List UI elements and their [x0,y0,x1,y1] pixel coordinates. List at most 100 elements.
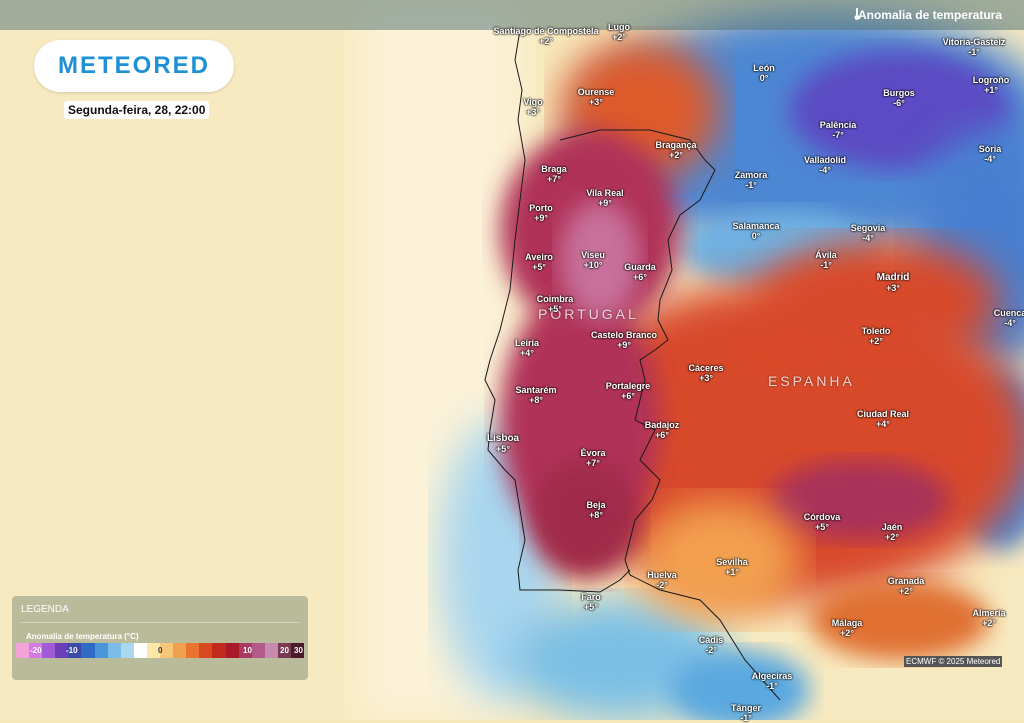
city-anomaly-value: +2° [612,32,626,42]
city-name: Ourense [577,87,615,97]
legend-tick: -20 [30,646,42,655]
city-label: Ávila -1° [815,250,837,270]
city-anomaly-value: +5° [496,444,510,454]
city-anomaly-value: -4° [862,233,874,243]
city-name: Ávila [815,250,837,260]
city-name: Málaga [831,618,863,628]
legend-color-swatch [238,643,252,658]
city-label: Madrid +3° [876,272,910,294]
legend-color-swatch [146,643,161,658]
city-name: Jaén [881,522,903,532]
city-anomaly-value: +10° [583,260,603,270]
city-label: Salamanca 0° [732,221,779,241]
city-name: Aveiro [525,252,553,262]
city-name: Sevilha [716,557,748,567]
city-anomaly-value: +2° [869,336,883,346]
legend-color-swatch [120,643,134,658]
city-label: Portalegre +6° [606,381,651,401]
city-label: Cáceres +3° [688,363,723,383]
legend-tick: 10 [243,646,252,655]
meteored-logo[interactable]: METEORED [34,40,234,92]
city-anomaly-value: +8° [529,395,543,405]
city-name: Guarda [624,262,656,272]
city-anomaly-value: +5° [815,522,829,532]
city-anomaly-value: -6° [893,98,905,108]
country-label-spain: ESPANHA [768,373,855,389]
legend-color-swatch [160,643,174,658]
city-name: León [753,63,775,73]
city-label: Ourense +3° [578,87,615,107]
legend-color-swatch [199,643,213,658]
city-name: Bragança [655,140,697,150]
legend-color-swatch [212,643,226,658]
city-anomaly-value: +5° [548,304,562,314]
city-label: Jaén +2° [882,522,903,542]
city-label: Tânger -1° [731,703,761,723]
city-label: Beja +8° [586,500,605,520]
city-label: Granada +2° [888,576,925,596]
city-anomaly-value: +1° [984,85,998,95]
city-label: Porto +9° [529,203,553,223]
thermometer-icon [854,8,860,20]
city-name: Cuenca [993,308,1024,318]
city-anomaly-value: -1° [745,180,757,190]
map-title: Anomalia de temperatura [857,8,1002,22]
city-name: Castelo Branco [590,330,658,340]
city-label: Málaga +2° [832,618,863,638]
logo-text: METEORED [57,52,210,79]
city-anomaly-value: -7° [832,130,844,140]
city-anomaly-value: -4° [819,165,831,175]
city-anomaly-value: -2° [656,580,668,590]
city-anomaly-value: +5° [584,602,598,612]
city-anomaly-value: +4° [876,419,890,429]
city-name: Madrid [876,272,910,283]
legend-tick: 0 [158,646,163,655]
legend-subtitle: Anomalia de temperatura (°C) [26,632,139,641]
city-label: Valladolid -4° [804,155,846,175]
city-label: Leiria +4° [515,338,539,358]
city-name: Évora [580,448,606,458]
city-label: Sevilha +1° [716,557,748,577]
city-anomaly-value: -4° [1004,318,1016,328]
city-name: Lugo [608,22,630,32]
city-anomaly-value: -1° [740,713,752,723]
city-name: Córdova [803,512,841,522]
city-name: Beja [586,500,606,510]
city-label: Sória -4° [979,144,1002,164]
legend-color-swatch [68,643,82,658]
city-label: Santiago de Compostela +2° [493,26,598,46]
city-anomaly-value: +9° [617,340,631,350]
city-name: Portalegre [605,381,651,391]
legend-panel: LEGENDA Anomalia de temperatura (°C) -20… [12,596,308,680]
city-anomaly-value: +2° [982,618,996,628]
city-anomaly-value: +3° [699,373,713,383]
legend-color-swatch [81,643,95,658]
legend-color-swatch [277,643,291,658]
city-name: Huelva [647,570,677,580]
legend-color-swatch [264,643,278,658]
legend-color-swatch [290,643,305,658]
city-label: Logroño +1° [973,75,1010,95]
city-anomaly-value: +3° [589,97,603,107]
city-label: Palência -7° [820,120,857,140]
city-anomaly-value: -1° [766,681,778,691]
legend-color-scale [16,643,305,658]
city-label: Vigo +3° [523,97,542,117]
city-label: Lugo +2° [608,22,630,42]
city-label: Viseu +10° [581,250,605,270]
city-anomaly-value: -2° [705,645,717,655]
city-name: Vila Real [586,188,624,198]
city-anomaly-value: +6° [621,391,635,401]
legend-color-swatch [225,643,239,658]
city-anomaly-value: +6° [633,272,647,282]
city-name: Santarém [515,385,557,395]
city-name: Algeciras [751,671,793,681]
legend-color-swatch [173,643,187,658]
city-label: Algeciras -1° [752,671,793,691]
city-label: León 0° [753,63,775,83]
data-credit: ECMWF © 2025 Meteored [904,656,1003,667]
legend-tick: 30 [294,646,303,655]
city-name: Leiria [514,338,540,348]
